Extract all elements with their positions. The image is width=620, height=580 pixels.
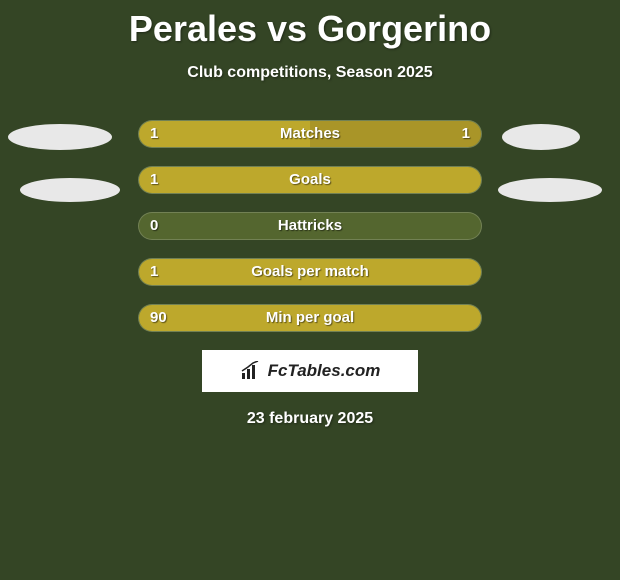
stat-row: 90Min per goal	[0, 304, 620, 332]
stat-label: Matches	[138, 120, 482, 148]
stat-row: 11Matches	[0, 120, 620, 148]
stat-label: Min per goal	[138, 304, 482, 332]
stat-label: Goals	[138, 166, 482, 194]
page-title: Perales vs Gorgerino	[0, 0, 620, 50]
stat-row: 0Hattricks	[0, 212, 620, 240]
stat-label: Hattricks	[138, 212, 482, 240]
subtitle: Club competitions, Season 2025	[0, 64, 620, 82]
logo-text: FcTables.com	[268, 361, 381, 381]
barchart-icon	[240, 361, 262, 381]
stat-rows: 11Matches 1Goals 0Hattricks 1Goals per matc…	[0, 120, 620, 332]
stat-row: 1Goals	[0, 166, 620, 194]
stat-row: 1Goals per match	[0, 258, 620, 286]
logo-box: FcTables.com	[202, 350, 418, 392]
date: 23 february 2025	[0, 410, 620, 428]
stat-label: Goals per match	[138, 258, 482, 286]
